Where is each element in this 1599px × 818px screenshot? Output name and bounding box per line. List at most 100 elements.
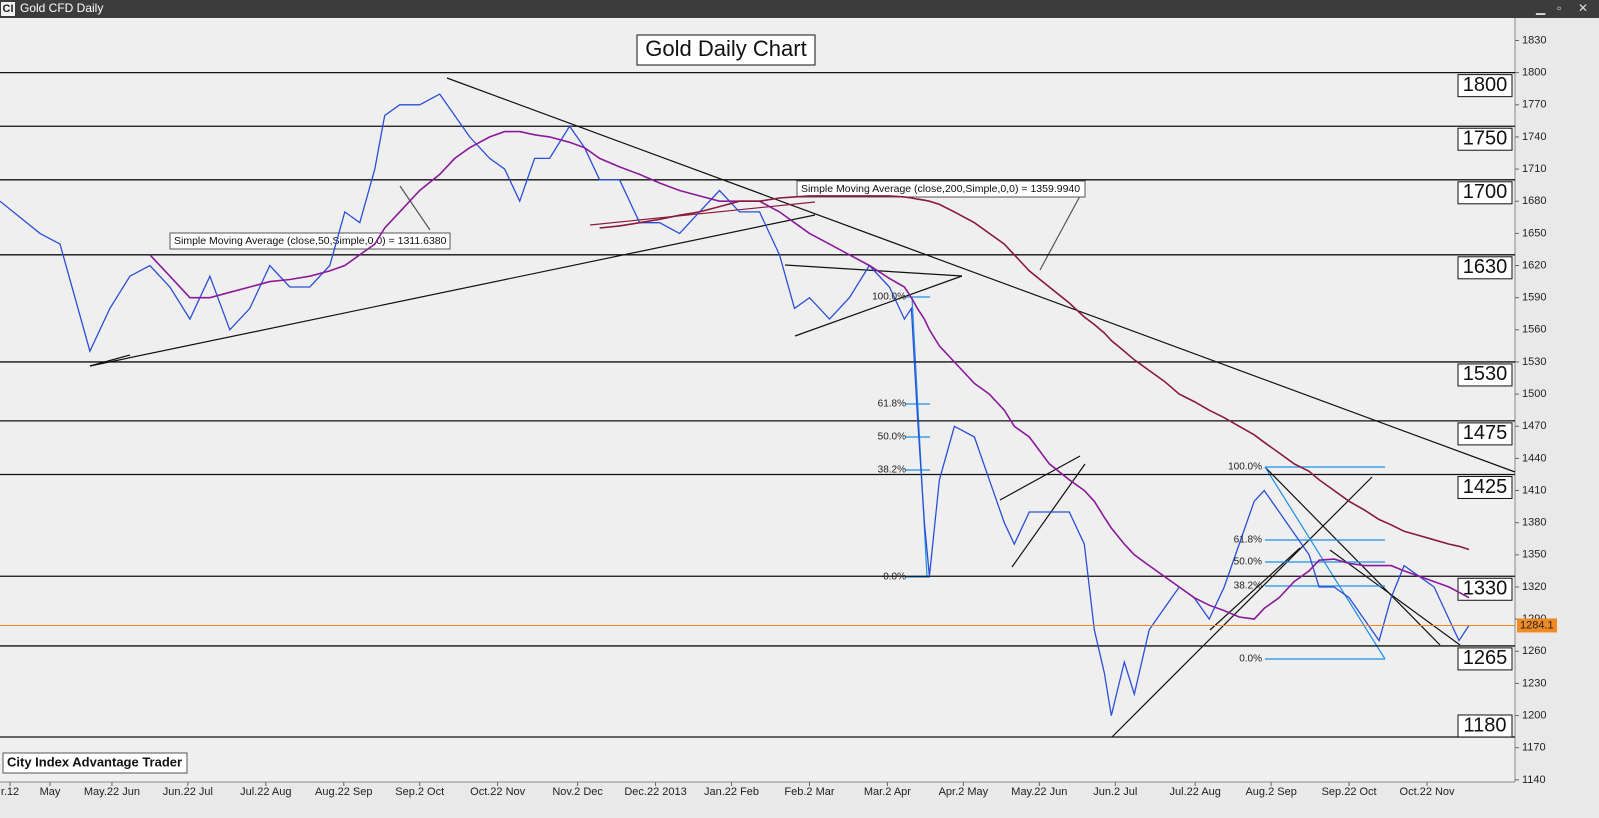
fib-label: 0.0% [883,572,906,583]
level-box [1457,475,1513,499]
x-tick-label: Jan.22 Feb [704,786,759,798]
app-icon: CI [3,3,14,15]
x-tick-label: Dec.22 2013 [624,786,686,798]
x-tick-label: Jul.22 Aug [240,786,291,798]
y-tick-label: 1590 [1522,292,1546,304]
fib-label: 50.0% [1234,557,1262,568]
y-tick-label: 1710 [1522,163,1546,175]
level-box [1457,363,1513,387]
level-label: 1265 [1463,647,1508,669]
x-tick-label: Nov.2 Dec [552,786,603,798]
fib-label: 61.8% [1234,535,1262,546]
y-tick-label: 1320 [1522,581,1546,593]
level-box [1457,422,1513,446]
footer: City Index Advantage Trader [7,754,182,769]
fib-label: 0.0% [1239,654,1262,665]
x-tick-label: Feb.2 Mar [784,786,834,798]
y-tick-label: 1830 [1522,34,1546,46]
series-line [0,93,1470,716]
app-icon-box [1,2,15,16]
y-tick-label: 1200 [1522,709,1546,721]
x-tick-label: Aug.22 Sep [315,786,373,798]
y-tick-label: 1740 [1522,131,1546,143]
level-label: 1180 [1463,714,1506,736]
fib-label: 38.2% [878,465,906,476]
x-tick-label: Aug.2 Sep [1245,786,1296,798]
minimize-button[interactable]: ▁ [1535,1,1546,15]
level-box [1457,74,1513,98]
y-tick-label: 1230 [1522,677,1546,689]
y-tick-label: 1350 [1522,549,1546,561]
callout-line [1039,195,1081,271]
fib-label: 38.2% [1234,581,1262,592]
level-label: 1630 [1463,256,1508,278]
trend-line [446,77,1516,473]
y-tick-label: 1680 [1522,195,1546,207]
y-tick-label: 1170 [1522,742,1546,754]
x-tick-label: r.12 [1,786,19,798]
last-price-tag [1517,618,1557,633]
level-box [1457,647,1513,671]
trend-line [999,455,1081,501]
x-tick-label: Oct.22 Nov [1400,786,1456,798]
fib-label: 50.0% [878,432,906,443]
x-tick-label: Jun.22 Jul [163,786,213,798]
y-tick-label: 1410 [1522,484,1546,496]
x-tick-label: May [40,786,61,798]
x-tick-label: Sep.22 Oct [1322,786,1377,798]
level-label: 1700 [1463,181,1508,203]
x-tick-label: Sep.2 Oct [395,786,444,798]
level-label: 1530 [1463,363,1508,385]
title-box [636,34,816,66]
y-tick-label: 1530 [1522,356,1546,368]
x-tick-label: Oct.22 Nov [470,786,526,798]
trend-line [794,275,963,337]
fib-line [1264,466,1386,660]
trend-line [1264,466,1441,646]
level-label: 1330 [1463,578,1508,600]
level-box [1457,256,1513,280]
fib-label: 100.0% [1228,462,1262,473]
y-tick-label: 1440 [1522,452,1546,464]
trend-line [1329,549,1461,646]
level-box [1457,181,1513,205]
y-tick-label: 1260 [1522,645,1546,657]
trend-line [1111,476,1373,738]
series-line [599,195,1470,551]
level-box [1457,714,1513,738]
plot-area [0,18,1515,782]
level-label: 1750 [1463,128,1508,150]
x-tick-label: May.22 Jun [84,786,140,798]
y-tick-label: 1620 [1522,259,1546,271]
fib-label: 61.8% [878,399,906,410]
level-label: 1425 [1463,476,1508,498]
annotation: Simple Moving Average (close,50,Simple,0… [174,235,447,247]
trend-line [1011,463,1086,568]
x-tick-label: Jun.2 Jul [1093,786,1137,798]
callout-line [399,185,431,231]
y-tick-label: 1770 [1522,99,1546,111]
y-tick-label: 1470 [1522,420,1546,432]
close-button[interactable]: ✕ [1578,1,1588,15]
title-bar [0,0,1599,18]
y-tick-label: 1800 [1522,67,1546,79]
level-box [1457,127,1513,151]
chart-title: Gold Daily Chart [645,36,806,61]
annotation: Simple Moving Average (close,200,Simple,… [801,183,1080,195]
footer-box [2,752,188,774]
x-tick-label: Mar.2 Apr [864,786,911,798]
level-label: 1475 [1463,422,1508,444]
y-tick-label: 1380 [1522,517,1546,529]
last-price-label: 1284.1 [1520,619,1554,631]
y-tick-label: 1500 [1522,388,1546,400]
trend-line [589,201,816,226]
trend-line [89,214,816,367]
y-tick-label: 1560 [1522,324,1546,336]
restore-button[interactable]: ▫ [1557,1,1561,15]
y-tick-label: 1140 [1522,774,1546,786]
annotation-box [796,180,1086,198]
series-line [149,130,1470,620]
x-tick-label: Jul.22 Aug [1170,786,1221,798]
